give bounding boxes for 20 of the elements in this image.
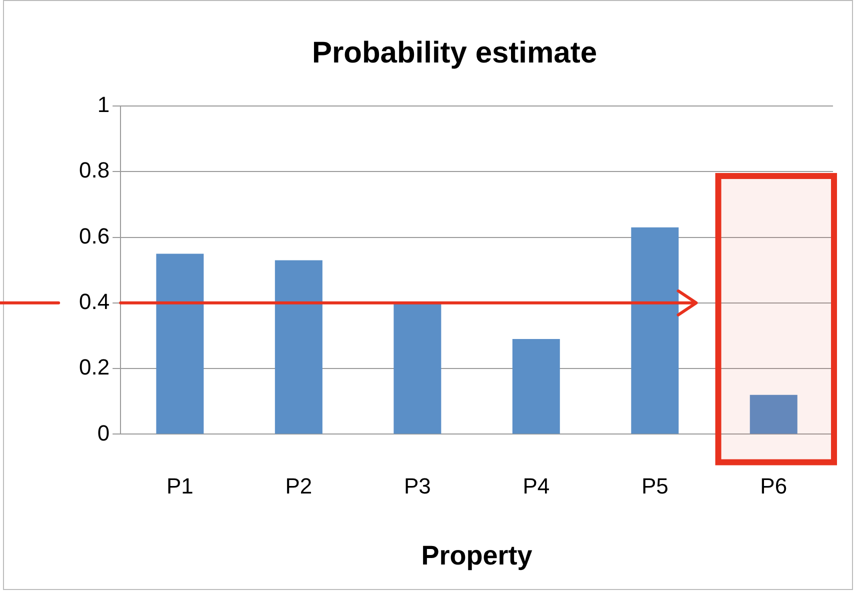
y-tick-label: 0 — [97, 420, 110, 446]
bar — [750, 394, 798, 434]
y-tick-label: 1 — [97, 92, 110, 118]
bar — [394, 302, 442, 434]
x-tick-label: P1 — [166, 473, 194, 498]
bar — [512, 339, 560, 434]
x-axis-title: Property — [421, 540, 532, 570]
bar — [631, 227, 679, 434]
chart-title: Probability estimate — [312, 36, 598, 70]
x-tick-label: P2 — [285, 473, 312, 498]
bar — [156, 254, 204, 434]
x-tick-label: P4 — [522, 473, 550, 498]
x-tick-label: P6 — [760, 473, 788, 498]
x-tick-label: P3 — [404, 473, 431, 498]
x-tick-label: P5 — [641, 473, 668, 498]
y-tick-label: 0.2 — [78, 354, 110, 380]
y-tick-label: 0.4 — [78, 288, 110, 314]
bar — [274, 260, 322, 434]
y-tick-label: 0.8 — [78, 158, 110, 183]
y-tick-label: 0.6 — [78, 223, 110, 248]
